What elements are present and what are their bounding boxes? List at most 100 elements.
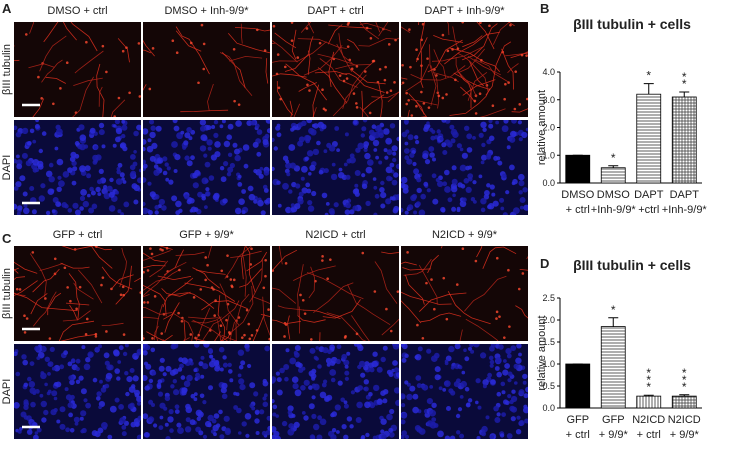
nucleus bbox=[431, 417, 437, 422]
significance: * bbox=[646, 69, 651, 83]
neurite bbox=[143, 250, 171, 261]
nucleus bbox=[449, 435, 456, 439]
neurite bbox=[347, 39, 360, 51]
nucleus bbox=[34, 345, 40, 352]
nucleus bbox=[460, 380, 468, 388]
nucleus bbox=[137, 415, 141, 421]
nucleus bbox=[62, 171, 70, 178]
soma bbox=[435, 74, 438, 77]
nucleus bbox=[493, 155, 499, 161]
nucleus bbox=[218, 346, 225, 353]
nucleus bbox=[227, 166, 234, 173]
nucleus bbox=[326, 394, 333, 401]
neurite bbox=[163, 334, 173, 341]
soma bbox=[23, 331, 27, 334]
x-tick-label: GFP bbox=[602, 414, 625, 426]
nucleus bbox=[355, 417, 362, 423]
nucleus bbox=[378, 132, 384, 139]
neurite bbox=[192, 319, 229, 341]
nucleus bbox=[69, 156, 76, 162]
neurite bbox=[314, 71, 348, 76]
soma bbox=[277, 86, 281, 90]
micrograph-content bbox=[272, 246, 399, 341]
nucleus bbox=[465, 165, 470, 171]
nucleus bbox=[151, 370, 157, 376]
nucleus bbox=[253, 391, 259, 397]
nucleus bbox=[265, 197, 270, 204]
nucleus bbox=[458, 365, 463, 370]
micrograph bbox=[143, 120, 270, 215]
soma bbox=[66, 286, 69, 289]
neurite bbox=[408, 93, 425, 115]
nucleus bbox=[417, 346, 423, 352]
soma bbox=[326, 277, 329, 281]
nucleus bbox=[29, 186, 35, 191]
nucleus bbox=[301, 165, 308, 173]
soma bbox=[508, 325, 511, 328]
nucleus bbox=[463, 348, 467, 353]
nucleus bbox=[395, 399, 399, 406]
nucleus bbox=[298, 136, 305, 143]
nucleus bbox=[363, 379, 369, 385]
nucleus bbox=[363, 387, 367, 391]
nucleus bbox=[489, 359, 495, 365]
nucleus bbox=[441, 208, 446, 213]
soma bbox=[267, 308, 270, 311]
nucleus bbox=[480, 207, 486, 213]
row-label: βIII tubulin bbox=[1, 268, 13, 319]
nucleus bbox=[237, 182, 243, 187]
neurite bbox=[201, 300, 248, 311]
soma bbox=[121, 285, 125, 289]
nucleus bbox=[118, 345, 124, 351]
nucleus bbox=[226, 134, 232, 140]
nucleus bbox=[272, 376, 277, 383]
soma bbox=[255, 28, 259, 32]
nucleus bbox=[136, 401, 141, 406]
neurite bbox=[505, 52, 528, 57]
soma bbox=[321, 255, 324, 258]
nucleus bbox=[371, 360, 379, 368]
neurite bbox=[242, 256, 247, 297]
nucleus bbox=[429, 152, 435, 158]
neurite bbox=[476, 246, 483, 258]
soma bbox=[345, 77, 349, 80]
soma bbox=[177, 311, 180, 315]
nucleus bbox=[498, 344, 504, 350]
nucleus bbox=[376, 366, 383, 373]
neurite bbox=[221, 334, 238, 341]
neurite bbox=[32, 268, 60, 293]
nucleus bbox=[221, 382, 228, 389]
nucleus bbox=[165, 436, 171, 439]
nucleus bbox=[93, 145, 99, 150]
soma bbox=[525, 54, 528, 57]
neurite bbox=[327, 24, 343, 45]
soma bbox=[520, 53, 524, 57]
nucleus bbox=[74, 141, 80, 146]
nucleus bbox=[514, 381, 518, 385]
soma bbox=[301, 298, 305, 302]
nucleus bbox=[114, 397, 120, 403]
nucleus bbox=[350, 390, 355, 395]
nucleus bbox=[262, 139, 269, 146]
nucleus bbox=[44, 382, 48, 387]
nucleus bbox=[373, 185, 378, 190]
soma bbox=[250, 334, 254, 337]
nucleus bbox=[295, 183, 301, 189]
soma bbox=[31, 251, 35, 254]
soma bbox=[189, 41, 193, 45]
soma bbox=[248, 337, 252, 341]
soma bbox=[408, 28, 411, 31]
nucleus bbox=[266, 415, 270, 421]
neurite bbox=[507, 22, 515, 27]
neurite bbox=[90, 246, 113, 269]
nucleus bbox=[437, 430, 444, 438]
soma bbox=[290, 22, 294, 24]
soma bbox=[422, 102, 426, 105]
nucleus bbox=[444, 435, 451, 439]
nucleus bbox=[337, 380, 343, 386]
nucleus bbox=[420, 193, 427, 200]
nucleus bbox=[462, 197, 467, 202]
nucleus bbox=[32, 391, 37, 396]
nucleus bbox=[432, 198, 439, 205]
nucleus bbox=[115, 136, 121, 143]
